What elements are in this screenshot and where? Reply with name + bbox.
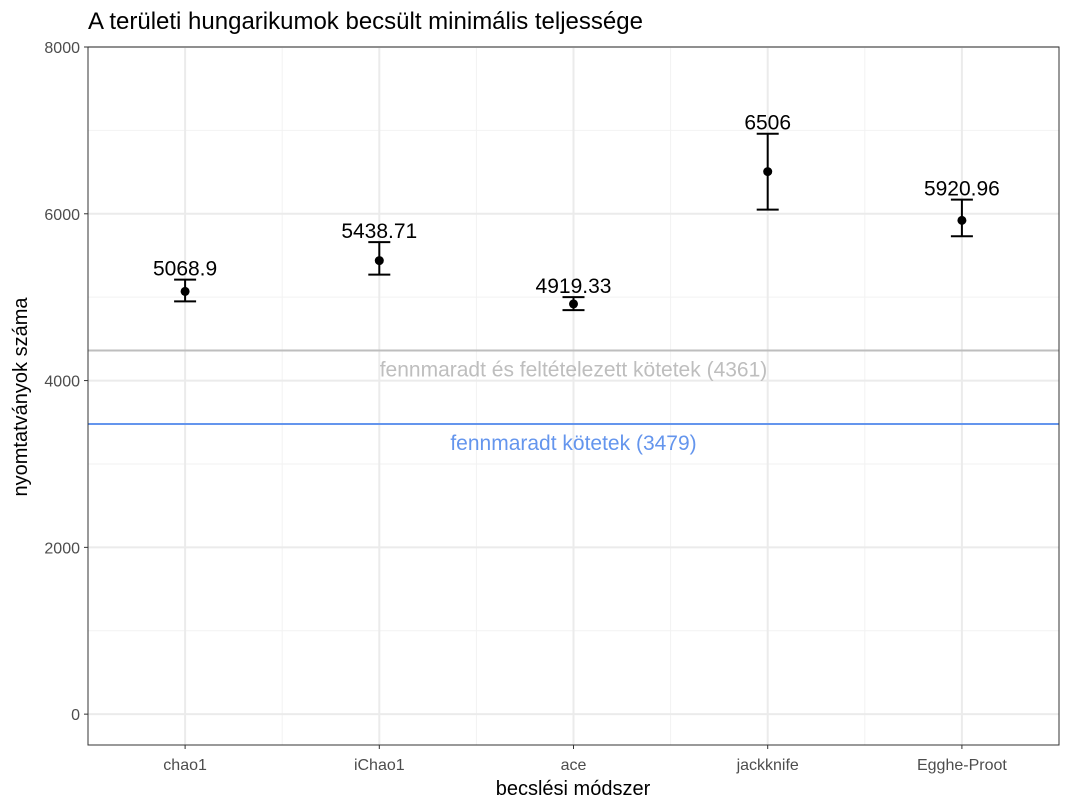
y-tick-label: 6000	[44, 207, 80, 224]
data-label: 6506	[744, 112, 791, 135]
x-tick-label: Egghe-Proot	[917, 757, 1007, 774]
data-label: 5068.9	[153, 258, 217, 281]
y-tick-label: 4000	[44, 374, 80, 391]
data-point	[763, 167, 773, 177]
chart-title: A területi hungarikumok becsült minimáli…	[88, 8, 643, 35]
data-label: 5438.71	[341, 220, 417, 243]
x-tick-label: iChao1	[354, 757, 405, 774]
data-label: 5920.96	[924, 178, 1000, 201]
data-point	[957, 215, 967, 225]
data-marks: 5068.9 5438.71 4919.33 6506 5920.96	[153, 112, 1000, 312]
y-tick-label: 0	[71, 707, 80, 724]
y-axis-title: nyomtatványok száma	[10, 297, 32, 497]
reference-lines: fennmaradt és feltételezett kötetek (436…	[88, 349, 1059, 455]
x-axis-title: becslési módszer	[496, 778, 651, 800]
data-point	[180, 286, 190, 296]
y-tick-label: 8000	[44, 40, 80, 57]
y-axis: 0 2000 4000 6000 8000	[44, 40, 88, 724]
x-tick-label: jackknife	[736, 757, 799, 774]
x-tick-label: ace	[561, 757, 587, 774]
x-axis: chao1 iChao1 ace jackknife Egghe-Proot	[163, 745, 1007, 774]
data-point	[569, 299, 578, 309]
x-tick-label: chao1	[163, 757, 207, 774]
reference-line-label: fennmaradt kötetek (3479)	[450, 432, 696, 455]
data-label: 4919.33	[536, 275, 612, 298]
y-tick-label: 2000	[44, 540, 80, 557]
reference-line-label: fennmaradt és feltételezett kötetek (436…	[380, 358, 768, 381]
grid	[88, 46, 1059, 745]
data-point	[374, 256, 384, 266]
